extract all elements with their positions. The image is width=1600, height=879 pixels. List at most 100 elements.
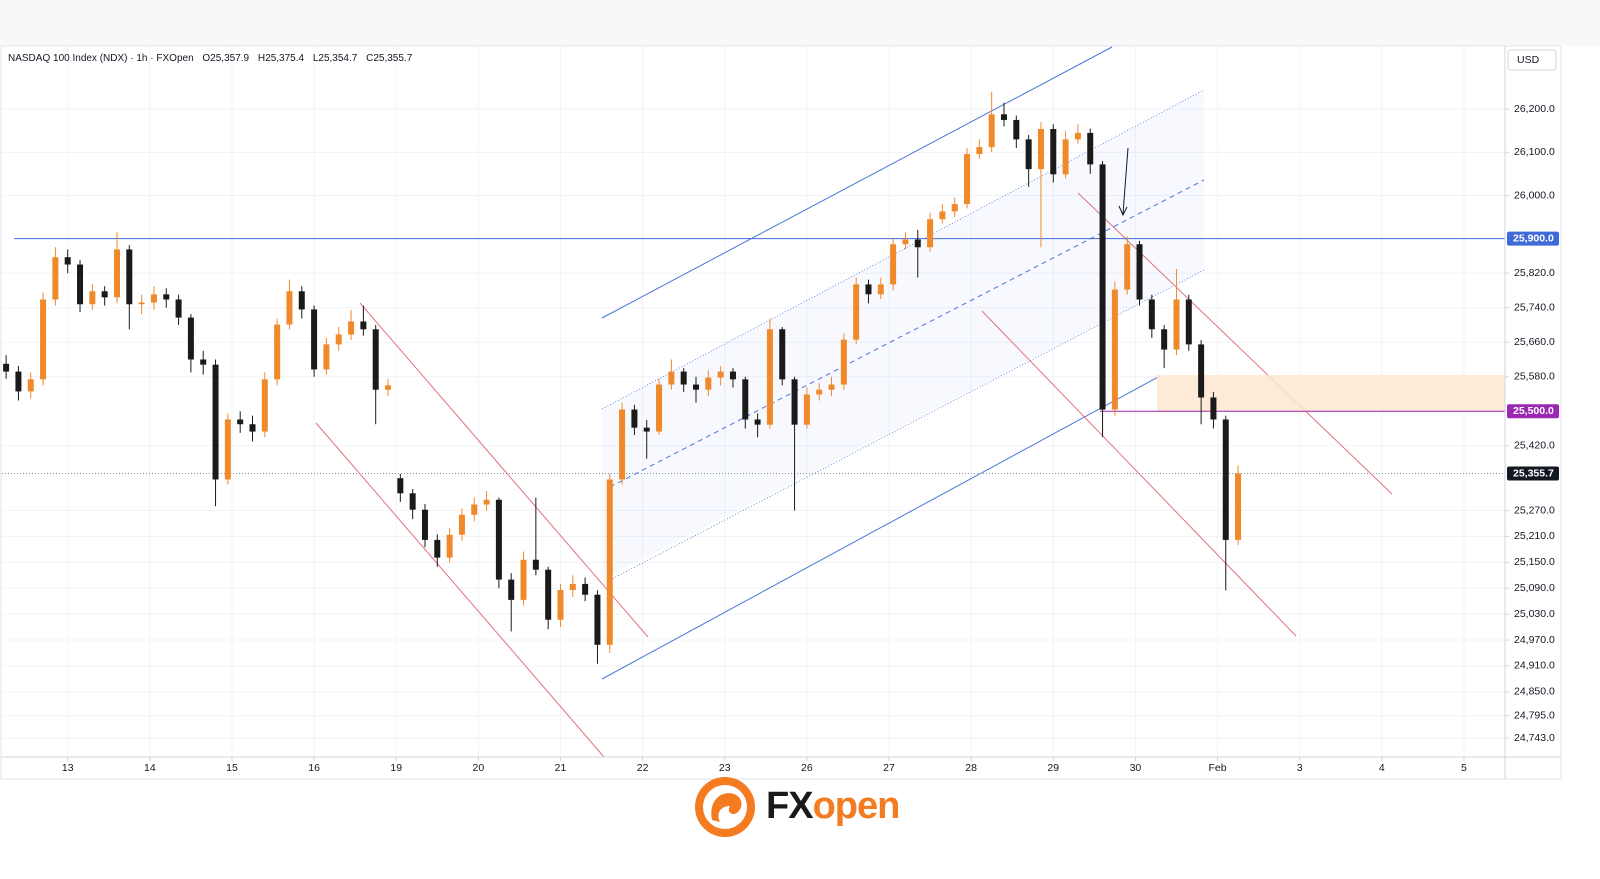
last-price-box [1507,466,1559,481]
candle-body [1148,299,1155,330]
candle-body [668,371,675,385]
last-price-label: 25,355.7 [1513,467,1554,479]
x-tick-label: 16 [308,762,320,774]
price-level-label: 25,500.0 [1513,405,1554,417]
x-tick-label: 15 [226,762,238,774]
candle-body [1124,244,1131,290]
y-tick-label: 24,743.0 [1514,732,1555,744]
candle-body [557,589,564,620]
candle-body [138,302,145,305]
candle-body [3,363,10,372]
candle-body [643,427,650,432]
candle-body [865,284,872,295]
candle-body [742,379,749,420]
candle-body [606,479,613,645]
candle-body [803,394,810,425]
levels [2,238,1505,475]
candle-body [1087,132,1094,165]
candle-body [717,371,724,378]
candle-body [40,299,47,380]
candle-body [754,419,761,425]
y-tick-label: 25,740.0 [1514,301,1555,313]
candle-body [914,239,921,248]
candle-body [1013,119,1020,140]
down-channel-upper [1077,192,1393,495]
x-tick-label: 4 [1379,762,1385,774]
x-tick-label: 14 [144,762,156,774]
candle-body [680,371,687,385]
candle-body [434,539,441,558]
price-level-box [1507,404,1559,419]
candle-body [89,291,96,305]
candle-body [27,379,34,392]
candle-body [656,384,663,432]
candle-body [1074,132,1081,140]
logo-fx: FX [766,785,814,827]
resistance-zone [1157,375,1505,412]
candle-body [964,154,971,205]
chart-header: NASDAQ 100 Index (NDX) · 1h · FXOpen O25… [8,53,413,64]
candle-body [1025,139,1032,170]
x-tick-label: 30 [1130,762,1142,774]
candle-body [77,264,84,305]
candle-body [1198,344,1205,398]
logo-text-dark: FXopen [766,785,899,827]
x-tick-label: 20 [473,762,485,774]
candle-body [385,385,392,390]
grid [2,47,1505,757]
y-tick-label: 24,970.0 [1514,634,1555,646]
candle-body [274,324,281,380]
y-tick-label: 25,090.0 [1514,582,1555,594]
candle-body [237,419,244,425]
candle-body [495,499,502,580]
ohlc-value: C25,355.7 [366,53,413,64]
candle-body [779,329,786,380]
price-level-label: 25,900.0 [1513,232,1554,244]
x-tick-label: 28 [965,762,977,774]
candle-body [828,384,835,390]
y-tick-label: 25,030.0 [1514,608,1555,620]
candle-body [1050,129,1057,175]
logo-dragon [711,793,742,822]
y-tick-label: 26,200.0 [1514,103,1555,115]
candle-body [471,504,478,515]
candle-body [520,559,527,600]
candle-body [1222,419,1229,540]
candle-body [791,379,798,425]
candle-body [52,257,59,300]
candle-body [705,377,712,390]
candle-body [249,424,256,432]
candle-body [298,291,305,310]
candle-body [323,344,330,370]
candle-body [594,594,601,645]
candle-body [397,478,404,494]
candle-body [311,309,318,370]
candle-body [951,204,958,212]
ohlc-value: L25,354.7 [313,53,358,64]
price-level-box [1507,231,1559,246]
y-tick-label: 24,795.0 [1514,709,1555,721]
channel-median [609,179,1205,488]
candle-body [360,321,367,330]
candle-body [766,329,773,425]
x-tick-label: 23 [719,762,731,774]
candle-body [1136,244,1143,300]
candle-body [545,569,552,620]
ohlc-value: O25,357.9 [202,53,249,64]
y-tick-label: 25,820.0 [1514,267,1555,279]
x-tick-label: 21 [555,762,567,774]
y-tick-label: 26,000.0 [1514,189,1555,201]
x-tick-label: 26 [801,762,813,774]
candle-body [877,284,884,295]
y-tick-label: 24,910.0 [1514,660,1555,672]
y-tick-label: 26,100.0 [1514,146,1555,158]
candle-body [150,294,157,303]
candle-body [483,499,490,505]
x-tick-label: 5 [1461,762,1467,774]
candle-body [693,384,700,390]
candle-body [853,284,860,340]
top-band [0,0,1600,46]
